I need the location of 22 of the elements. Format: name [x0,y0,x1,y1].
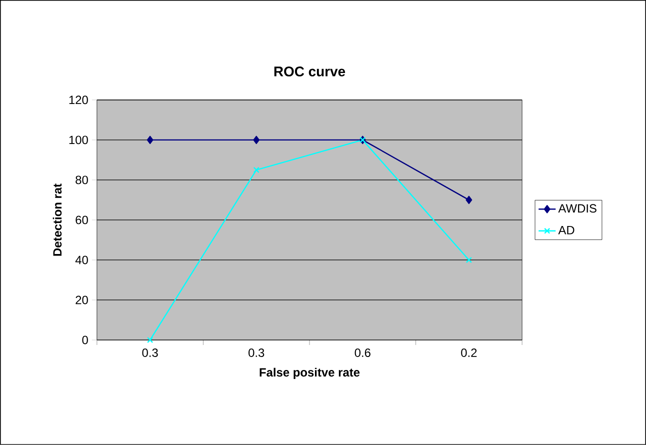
legend-label: AWDIS [558,204,596,213]
y-tick-label: 0 [82,336,88,344]
point [147,336,154,344]
chart-title: ROC curve [274,66,346,76]
y-tick-label: 40 [75,256,88,264]
point [253,166,260,174]
y-tick-label: 60 [76,216,88,224]
y-axis-title: Detection rat [52,184,62,256]
point [146,136,154,144]
x-tick-label: 0.3 [248,348,264,358]
y-tick-label: 80 [76,176,88,184]
x-tick-label: 0.2 [461,348,477,358]
x-axis-title: False positve rate [260,368,360,380]
point [466,196,472,204]
y-tick-label: 120 [69,96,88,104]
y-tick-label: 20 [76,296,88,304]
point [253,136,260,144]
x-tick-label: 0.6 [354,348,370,358]
legend-label: AD [558,226,574,234]
x-tick-label: 0.3 [142,348,158,358]
y-tick-label: 100 [69,136,88,144]
point [466,256,472,264]
